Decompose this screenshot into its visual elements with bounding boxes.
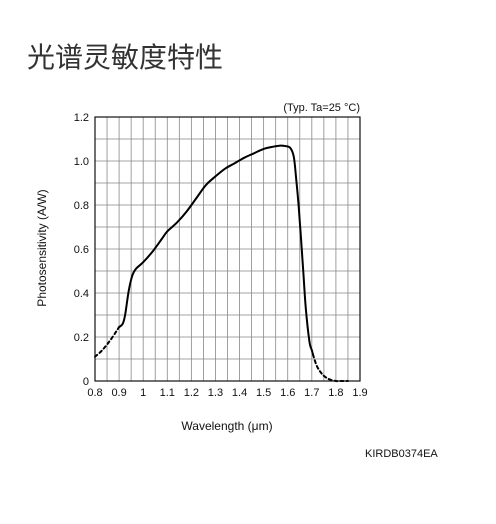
y-tick-label: 0.6 [74,244,89,256]
y-tick-label: 1.0 [74,156,89,168]
x-tick-label: 1.5 [256,387,271,399]
x-tick-label: 1.1 [160,387,175,399]
response-curve-dashed [94,326,121,358]
y-tick-label: 0.2 [74,332,89,344]
x-tick-label: 1.8 [328,387,343,399]
plot-frame [94,116,361,382]
x-tick-label: 1.2 [184,387,199,399]
axes: 0.8 0.9 1 1.1 1.2 1.3 1.4 1.5 1.6 1.7 1.8 1.9 0 0.2 0.… [74,112,368,399]
x-tick-label: 0.9 [111,387,126,399]
response-curve-dashed [312,353,349,383]
x-tick-label: 1.7 [304,387,319,399]
curve [94,144,349,383]
x-tick-label: 1.9 [352,387,367,399]
x-tick-label: 0.8 [87,387,102,399]
y-tick-label: 0 [83,376,89,388]
y-tick-label: 0.4 [74,288,89,300]
grid [95,117,360,381]
x-tick-label: 1.6 [280,387,295,399]
response-curve-solid [118,144,315,356]
page-title: 光谱灵敏度特性 [27,41,224,74]
document-code: KIRDB0374EA [365,448,438,460]
x-tick-label: 1.3 [208,387,223,399]
y-tick-label: 0.8 [74,200,89,212]
chart-annotation: (Typ. Ta=25 °C) [283,102,360,114]
y-axis-label: Photosensitivity (A/W) [35,189,49,306]
x-axis-label: Wavelength (μm) [181,419,272,433]
x-tick-label: 1.4 [232,387,247,399]
y-tick-label: 1.2 [74,112,89,124]
x-tick-label: 1 [140,387,146,399]
